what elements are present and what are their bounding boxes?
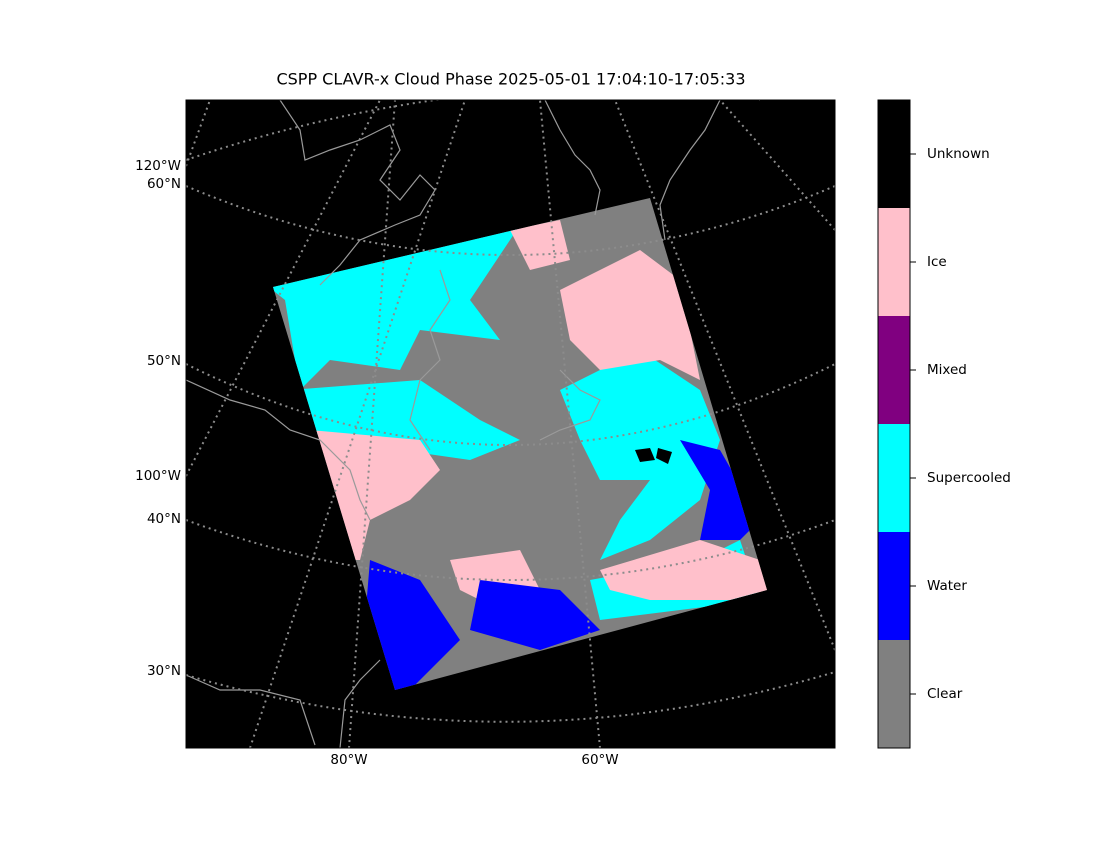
colorbar-segment <box>878 316 910 424</box>
colorbar-segment <box>878 208 910 316</box>
colorbar-segment <box>878 532 910 640</box>
colorbar-frame <box>877 99 911 749</box>
lat-label: 50°N <box>147 353 181 369</box>
colorbar-segment <box>878 100 910 208</box>
coastlines <box>186 100 721 748</box>
map-labels: 120°W 60°N 50°N 100°W 40°N 30°N 80°W 60°… <box>135 158 619 768</box>
lat-label: 30°N <box>147 663 181 679</box>
lon-label: 80°W <box>330 752 367 768</box>
lat-label: 60°N <box>147 176 181 192</box>
colorbar: Unknown Ice Mixed Supercooled Water Clear <box>877 99 1011 749</box>
colorbar-label: Unknown <box>927 146 990 162</box>
map-frame <box>185 99 836 749</box>
lat-label: 40°N <box>147 511 181 527</box>
colorbar-segment <box>878 424 910 532</box>
lon-label: 100°W <box>135 468 181 484</box>
lon-label: 60°W <box>581 752 618 768</box>
colorbar-label: Clear <box>927 686 963 702</box>
colorbar-segment <box>878 640 910 748</box>
colorbar-label: Mixed <box>927 362 967 378</box>
colorbar-label: Water <box>927 578 967 594</box>
map <box>186 100 835 748</box>
graticule <box>186 100 835 748</box>
lon-label: 120°W <box>135 158 181 174</box>
colorbar-label: Supercooled <box>927 470 1011 486</box>
colorbar-label: Ice <box>927 254 947 270</box>
title: CSPP CLAVR-x Cloud Phase 2025-05-01 17:0… <box>276 70 745 89</box>
